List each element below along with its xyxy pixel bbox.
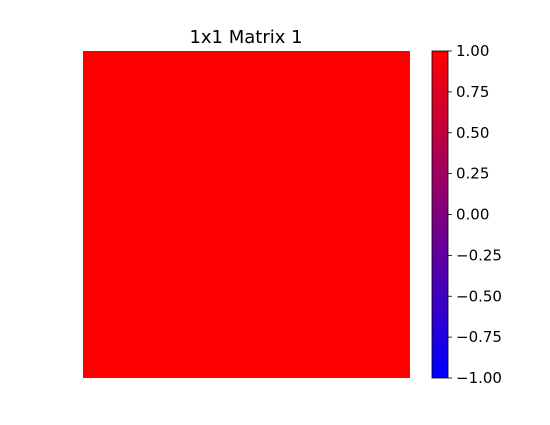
colorbar-tick-label: 0.00: [456, 206, 489, 224]
heatmap-cell: [83, 51, 410, 378]
colorbar: [431, 50, 449, 379]
colorbar-ticks: 1.00 0.75 0.50 0.25 0.00 −0.25 −0.50 −0.75 −1.00: [448, 42, 502, 387]
colorbar-tick-label: −1.00: [456, 369, 502, 387]
colorbar-tick-label: 0.50: [456, 124, 489, 142]
colorbar-tick-label: −0.50: [456, 287, 502, 305]
colorbar-tick-label: 1.00: [456, 42, 489, 60]
chart-title: 1x1 Matrix 1: [189, 27, 302, 48]
colorbar-tick-label: 0.75: [456, 83, 489, 101]
colorbar-tick-label: −0.75: [456, 328, 502, 346]
heatmap-cells: [83, 51, 410, 378]
colorbar-tick-label: −0.25: [456, 246, 502, 264]
colorbar-tick-label: 0.25: [456, 165, 489, 183]
